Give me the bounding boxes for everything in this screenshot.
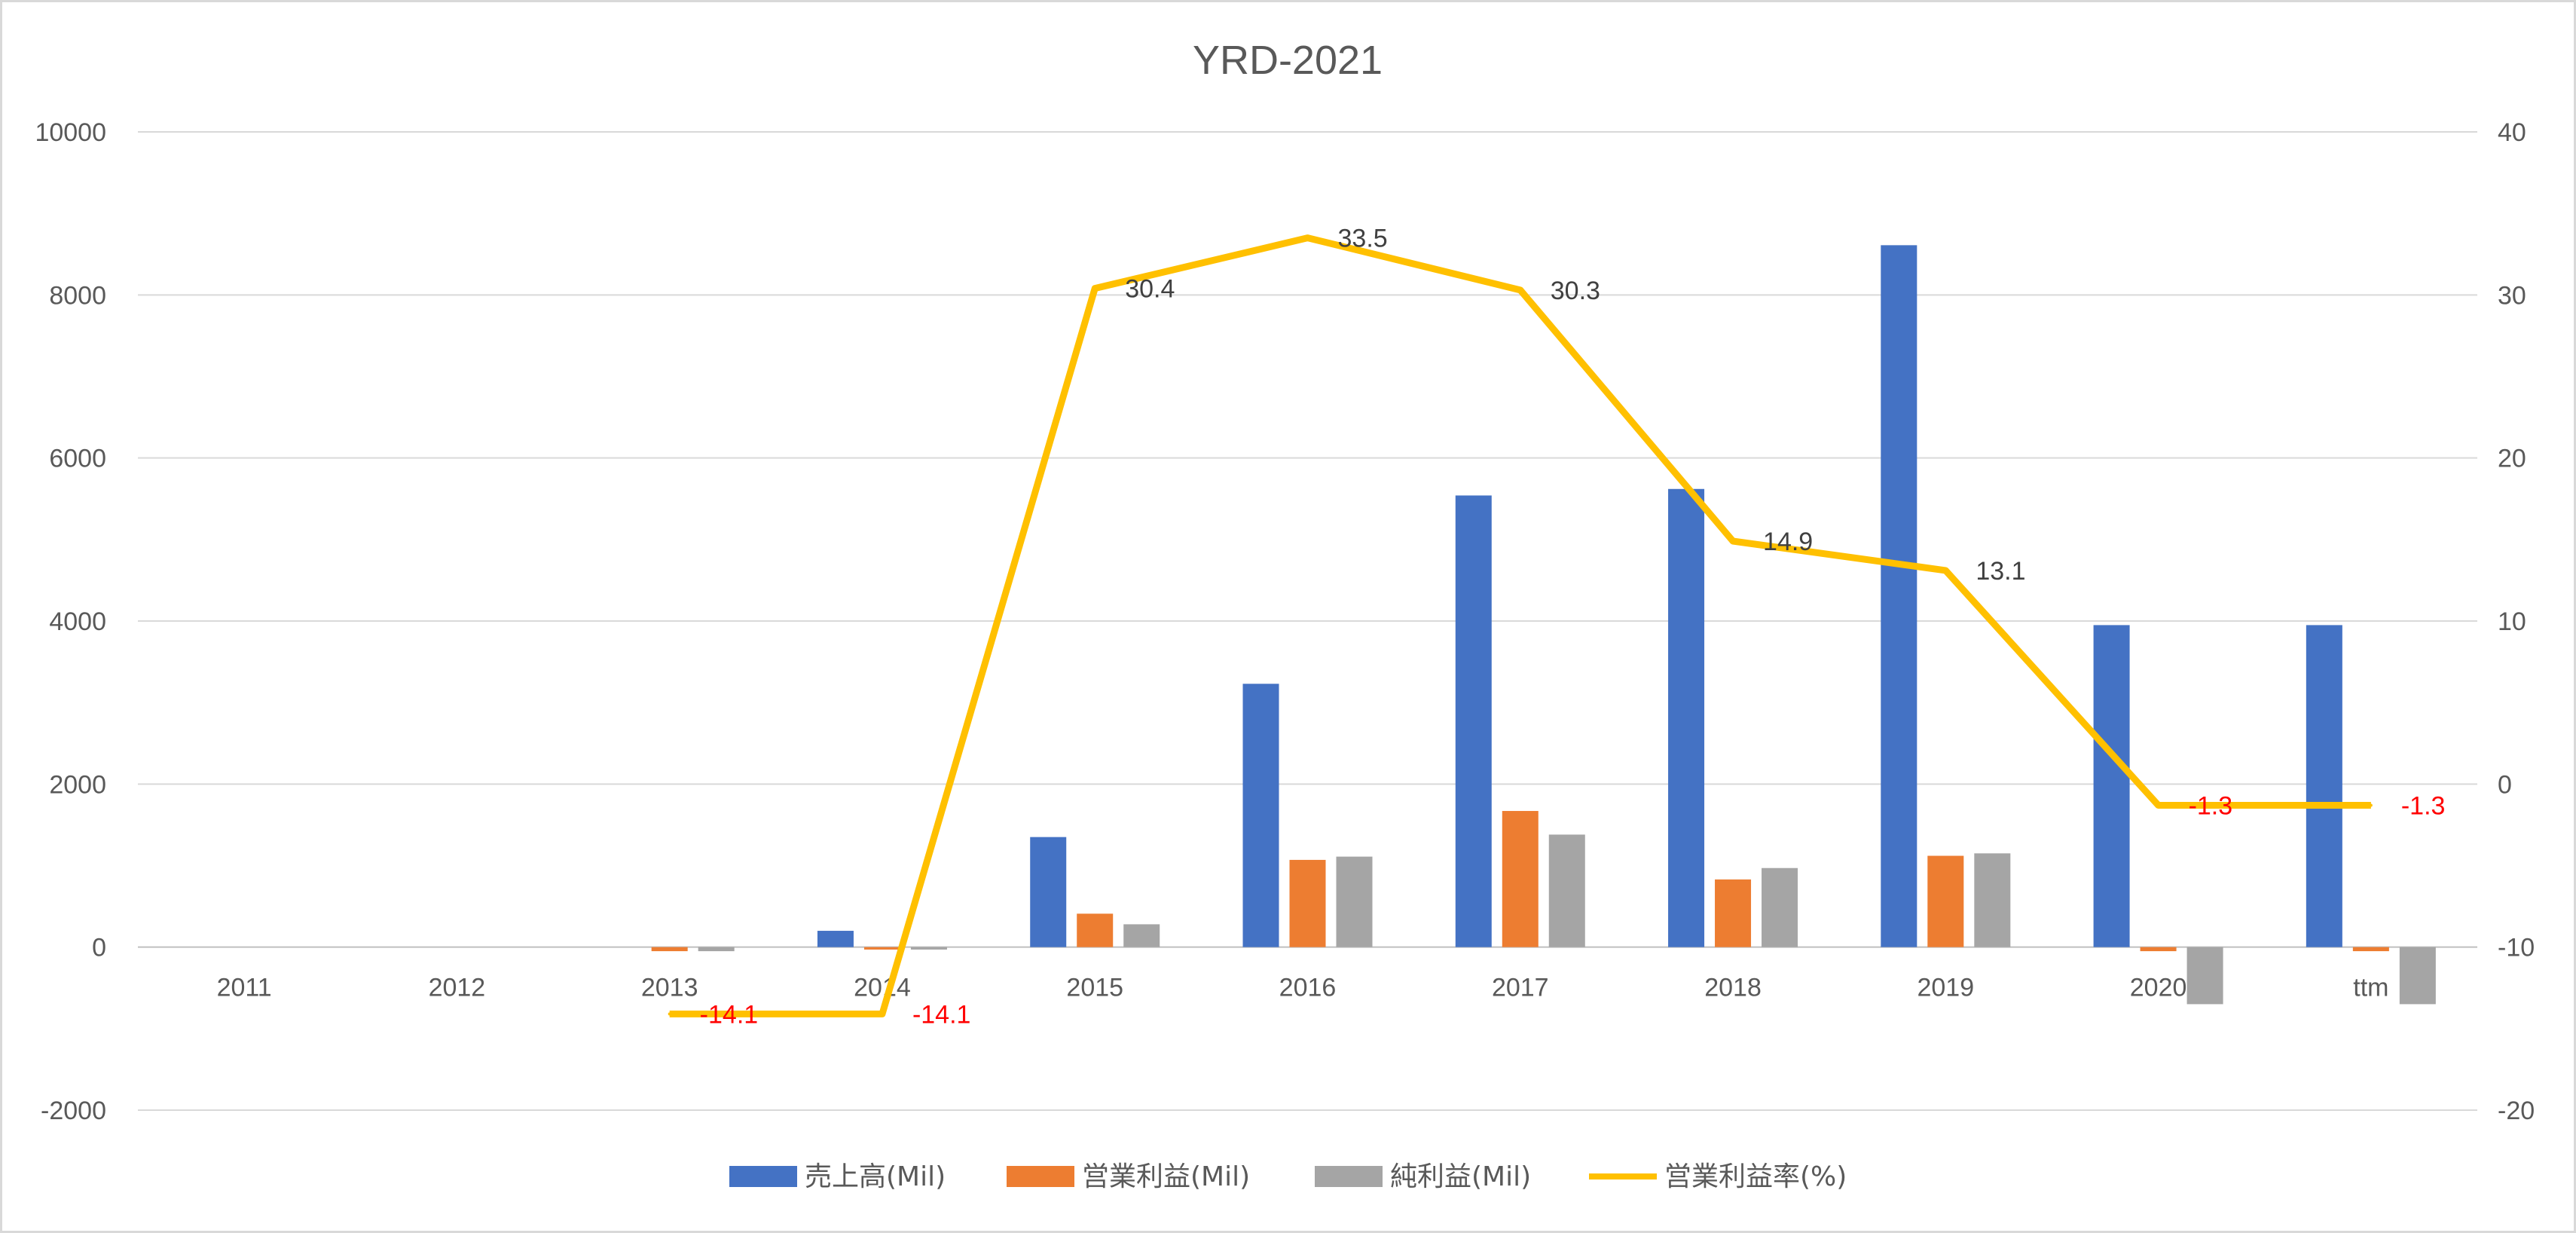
category-label: ttm — [2353, 974, 2388, 1002]
right-tick-label: -10 — [2498, 934, 2535, 962]
legend: 売上高(Mil) 営業利益(Mil) 純利益(Mil) 営業利益率(%) — [729, 1161, 1847, 1192]
bar — [2140, 947, 2177, 952]
bar — [1762, 867, 1798, 947]
left-tick-label: 6000 — [49, 445, 106, 473]
data-label: -1.3 — [2189, 791, 2233, 820]
category-label: 2013 — [641, 974, 698, 1002]
bar — [651, 947, 688, 952]
data-label: 33.5 — [1338, 225, 1388, 253]
legend-label: 営業利益率(%) — [1664, 1161, 1847, 1192]
bars — [651, 245, 2436, 1005]
right-tick-label: 20 — [2498, 445, 2526, 473]
bar — [2306, 625, 2342, 947]
bar — [1289, 859, 1326, 947]
legend-label: 純利益(Mil) — [1390, 1161, 1531, 1192]
bar — [910, 947, 947, 950]
bar — [1927, 855, 1964, 947]
line-point — [2369, 803, 2373, 807]
line-point — [1518, 288, 1522, 292]
category-label: 2017 — [1492, 974, 1549, 1002]
data-label: 13.1 — [1976, 557, 2025, 586]
category-label: 2020 — [2130, 974, 2187, 1002]
line-point — [2156, 803, 2160, 807]
bar — [1548, 834, 1585, 947]
left-tick-label: 2000 — [49, 770, 106, 799]
category-label: 2011 — [217, 974, 272, 1002]
bar — [1881, 245, 1917, 947]
data-label: -14.1 — [700, 1000, 759, 1029]
bar — [1030, 837, 1067, 947]
bar — [1077, 913, 1114, 947]
chart-title: YRD-2021 — [1193, 38, 1383, 83]
data-label: -14.1 — [912, 1000, 971, 1029]
bar — [1123, 924, 1160, 947]
data-label: -1.3 — [2401, 791, 2446, 820]
bar — [698, 947, 735, 952]
line-point — [1731, 539, 1735, 543]
left-tick-label: -2000 — [41, 1097, 106, 1125]
right-tick-label: -20 — [2498, 1097, 2535, 1125]
x-axis: 2011 2012 2013 2014 2015 2016 2017 2018 2019 2020… — [217, 974, 2389, 1002]
bar — [1715, 879, 1752, 947]
category-label: 2016 — [1279, 974, 1337, 1002]
bar — [1668, 488, 1705, 947]
left-tick-label: 10000 — [35, 118, 106, 147]
bar — [1242, 684, 1279, 947]
margin-line — [668, 234, 2373, 1017]
right-tick-label: 10 — [2498, 607, 2526, 636]
left-axis: -2000 0 2000 4000 6000 8000 10000 — [35, 118, 106, 1125]
legend-swatch — [1007, 1166, 1074, 1187]
category-label: 2012 — [429, 974, 486, 1002]
category-label: 2019 — [1917, 974, 1974, 1002]
data-label: 30.3 — [1551, 277, 1600, 305]
line-point — [668, 1012, 671, 1016]
line-point — [1944, 568, 1948, 572]
legend-swatch — [729, 1166, 797, 1187]
bar — [2352, 947, 2389, 952]
left-tick-label: 0 — [92, 934, 106, 962]
right-tick-label: 0 — [2498, 770, 2512, 799]
category-label: 2018 — [1704, 974, 1762, 1002]
line-point — [1093, 286, 1097, 290]
data-label: 30.4 — [1125, 275, 1175, 304]
category-label: 2015 — [1066, 974, 1123, 1002]
right-tick-label: 30 — [2498, 281, 2526, 310]
legend-label: 営業利益(Mil) — [1082, 1161, 1250, 1192]
bar — [1336, 856, 1373, 947]
category-label: 2014 — [854, 974, 911, 1002]
bar — [1455, 495, 1492, 947]
bar — [863, 947, 900, 950]
left-tick-label: 4000 — [49, 607, 106, 636]
right-tick-label: 40 — [2498, 118, 2526, 147]
left-tick-label: 8000 — [49, 281, 106, 310]
line-point — [880, 1012, 884, 1016]
bar — [1502, 811, 1539, 947]
bar — [2399, 947, 2436, 1005]
right-axis: -20 -10 0 10 20 30 40 — [2498, 118, 2535, 1125]
data-label: 14.9 — [1763, 528, 1813, 556]
bar — [2186, 947, 2223, 1005]
gridlines — [138, 131, 2477, 1111]
legend-swatch — [1315, 1166, 1383, 1187]
line-point — [1306, 236, 1309, 240]
bar — [1974, 853, 2011, 947]
data-labels: -14.1 -14.1 30.4 33.5 30.3 14.9 13.1 -1.3 -1.3 — [700, 225, 2446, 1030]
legend-label: 売上高(Mil) — [805, 1161, 946, 1192]
bar — [817, 931, 854, 947]
bar — [2093, 625, 2130, 947]
